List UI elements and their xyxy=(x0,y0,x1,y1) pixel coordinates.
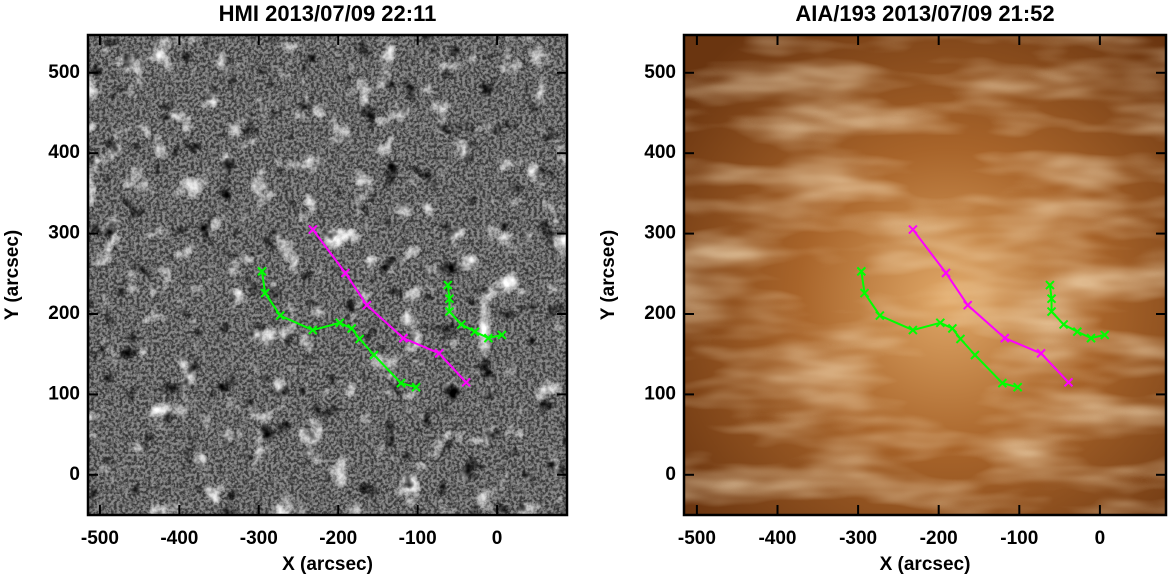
x-tick-label: -300 xyxy=(240,528,278,549)
y-tick-label: 400 xyxy=(48,142,80,163)
plot-frame xyxy=(86,33,569,517)
track-line xyxy=(912,228,1070,384)
point-marker xyxy=(340,268,351,278)
x-axis-label: X (arcsec) xyxy=(880,554,971,575)
chart-title: HMI 2013/07/09 22:11 xyxy=(219,1,437,26)
x-tick-label: -200 xyxy=(920,528,958,549)
track-line xyxy=(260,271,417,389)
point-marker xyxy=(260,288,270,298)
plot-frame xyxy=(682,33,1168,517)
x-tick-label: -500 xyxy=(678,528,716,549)
point-marker xyxy=(970,350,980,360)
point-marker xyxy=(1045,280,1055,290)
point-marker xyxy=(411,382,421,392)
y-tick-label: 200 xyxy=(48,303,80,324)
point-marker xyxy=(443,280,453,290)
x-tick-label: -100 xyxy=(1000,528,1038,549)
x-tick-label: 0 xyxy=(1095,528,1106,549)
point-marker xyxy=(859,288,870,298)
x-tick-label: -100 xyxy=(399,528,437,549)
point-marker xyxy=(461,377,471,388)
point-marker xyxy=(335,318,345,328)
point-marker xyxy=(1036,348,1046,359)
point-marker xyxy=(497,330,507,340)
point-marker xyxy=(456,319,467,330)
y-tick-label: 0 xyxy=(69,464,80,485)
point-marker xyxy=(1058,319,1069,330)
point-marker xyxy=(483,333,494,343)
x-tick-label: -500 xyxy=(81,528,119,549)
chart-title: AIA/193 2013/07/09 21:52 xyxy=(795,1,1054,26)
x-tick-label: -400 xyxy=(160,528,198,549)
point-marker xyxy=(935,318,946,328)
y-tick-label: 500 xyxy=(644,62,676,83)
point-marker xyxy=(470,326,480,337)
x-tick-label: -200 xyxy=(319,528,357,549)
point-marker xyxy=(1000,333,1010,343)
point-marker xyxy=(257,266,267,277)
point-marker xyxy=(396,378,406,388)
point-marker xyxy=(434,348,444,359)
y-axis-label: Y (arcsec) xyxy=(598,230,619,321)
point-marker xyxy=(908,224,918,235)
track-line xyxy=(312,228,467,384)
point-marker xyxy=(398,333,409,343)
point-marker xyxy=(1100,330,1110,340)
y-tick-label: 100 xyxy=(644,383,676,404)
point-marker xyxy=(369,350,379,360)
x-tick-label: -400 xyxy=(758,528,796,549)
y-tick-label: 300 xyxy=(48,223,80,244)
y-tick-label: 200 xyxy=(644,303,676,324)
x-tick-label: -300 xyxy=(839,528,877,549)
point-marker xyxy=(963,300,973,310)
point-marker xyxy=(354,334,365,344)
point-marker xyxy=(347,323,357,334)
y-axis-label: Y (arcsec) xyxy=(2,230,23,321)
x-tick-label: 0 xyxy=(492,528,503,549)
y-tick-label: 500 xyxy=(48,62,80,83)
point-marker xyxy=(308,224,318,235)
image-negative xyxy=(88,35,567,515)
point-marker xyxy=(1086,333,1096,343)
point-marker xyxy=(1072,326,1083,337)
track-line xyxy=(860,271,1018,389)
point-marker xyxy=(1063,377,1074,388)
y-tick-label: 400 xyxy=(644,142,676,163)
y-tick-label: 300 xyxy=(644,223,676,244)
point-marker xyxy=(362,300,372,310)
point-marker xyxy=(1046,306,1057,317)
point-marker xyxy=(1012,382,1023,392)
image-loops xyxy=(684,35,1166,515)
point-marker xyxy=(444,306,455,317)
point-marker xyxy=(308,325,318,335)
point-marker xyxy=(275,310,285,321)
point-marker xyxy=(997,378,1008,388)
point-marker xyxy=(875,310,885,321)
point-marker xyxy=(941,268,951,278)
point-marker xyxy=(947,323,958,334)
x-axis-label: X (arcsec) xyxy=(282,554,373,575)
point-marker xyxy=(856,266,867,277)
point-marker xyxy=(444,294,455,304)
y-tick-label: 100 xyxy=(48,383,80,404)
point-marker xyxy=(908,325,918,335)
y-tick-label: 0 xyxy=(665,464,676,485)
point-marker xyxy=(955,334,966,344)
point-marker xyxy=(1046,294,1057,304)
